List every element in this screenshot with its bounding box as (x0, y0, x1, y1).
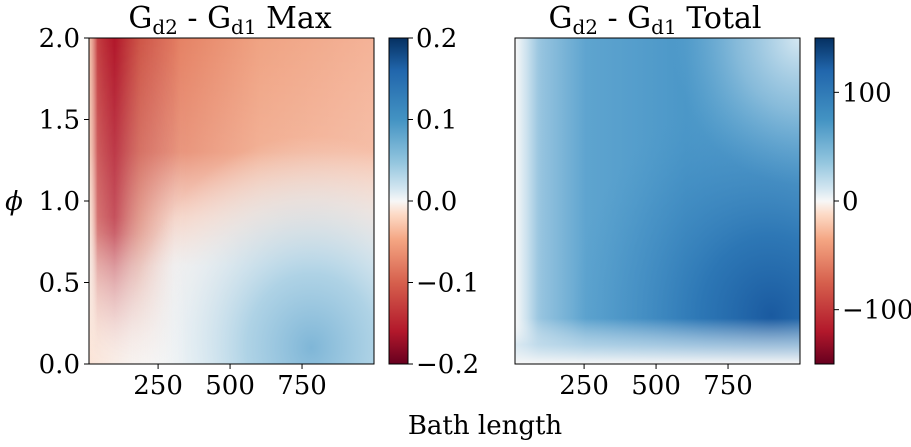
colorbar-tick-label: 100 (842, 78, 892, 108)
colorbar-tick-label: 0 (842, 187, 859, 217)
colorbar-tick-label: 0.2 (416, 24, 457, 54)
colorbar-right (814, 37, 835, 365)
title-right: Gd2 - Gd1 Total (548, 1, 761, 39)
x-tick-label: 750 (277, 371, 327, 401)
y-tick-label: 0.5 (39, 269, 80, 299)
x-tick-label: 750 (703, 371, 753, 401)
colorbar-tick-label: 0.1 (416, 106, 457, 136)
heatmap-right (515, 38, 800, 364)
colorbar-tick-label: −100 (842, 296, 911, 326)
axes-frame-right (514, 37, 801, 365)
heatmap-left-bottom-left (89, 38, 374, 364)
x-tick-label: 500 (631, 371, 681, 401)
colorbar-tick-label: −0.1 (416, 269, 479, 299)
y-tick-label: 2.0 (39, 24, 80, 54)
y-tick-label: 1.0 (39, 187, 80, 217)
colorbar-tick-label: −0.2 (416, 350, 479, 380)
colorbar-tick-label: 0.0 (416, 187, 457, 217)
heatmap-right-bottom-edge (515, 38, 800, 364)
y-tick-label: 0.0 (39, 350, 80, 380)
x-tick-label: 250 (133, 371, 183, 401)
x-tick-label: 250 (559, 371, 609, 401)
x-tick-label: 500 (205, 371, 255, 401)
x-axis-label: Bath length (408, 411, 563, 441)
title-left: Gd2 - Gd1 Max (128, 1, 331, 39)
heatmap-left (89, 38, 374, 364)
y-axis-label: ϕ (5, 187, 23, 217)
y-tick-label: 1.5 (39, 106, 80, 136)
tick-layer: 250 500 750 0.0 0.5 1.0 1.5 2.0 −0.2 −0.1 0.0 0.1 0.… (39, 24, 911, 401)
colorbar-left (388, 37, 409, 365)
